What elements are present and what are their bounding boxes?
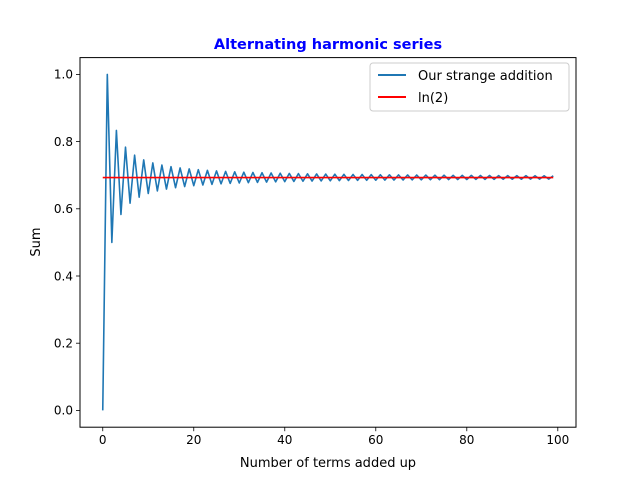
x-tick-label: 100 — [546, 433, 569, 447]
y-tick-label: 0.8 — [54, 135, 73, 149]
legend-box — [369, 62, 570, 112]
x-tick-label: 0 — [99, 433, 107, 447]
x-tick-label: 80 — [459, 433, 474, 447]
y-tick-label: 0.2 — [54, 337, 73, 351]
y-tick-label: 0.4 — [54, 269, 73, 283]
x-axis-label: Number of terms added up — [240, 456, 416, 471]
legend-label-ln2: ln(2) — [418, 91, 448, 106]
x-tick-label: 60 — [368, 433, 383, 447]
y-axis-label: Sum — [29, 227, 44, 256]
y-tick-label: 0.0 — [54, 404, 73, 418]
y-tick-label: 0.6 — [54, 202, 73, 216]
plot-area-frame — [79, 57, 577, 428]
x-tick-label: 20 — [186, 433, 201, 447]
x-axis: 0 20 40 60 80 100 — [99, 427, 569, 447]
legend: Our strange addition ln(2) — [369, 62, 570, 112]
x-tick-label: 40 — [277, 433, 292, 447]
chart-title: Alternating harmonic series — [214, 37, 442, 53]
y-tick-label: 1.0 — [54, 68, 73, 82]
plot-series — [101, 73, 554, 411]
legend-label-strange-addition: Our strange addition — [418, 69, 553, 84]
y-axis: 0.0 0.2 0.4 0.6 0.8 1.0 — [54, 68, 80, 418]
